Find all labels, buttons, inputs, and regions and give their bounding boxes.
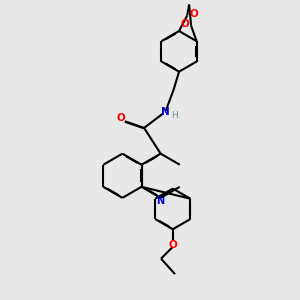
Text: H: H [171, 110, 178, 119]
Text: N: N [157, 196, 165, 206]
Text: O: O [189, 9, 198, 19]
Text: O: O [180, 19, 189, 29]
Text: O: O [116, 113, 125, 123]
Text: O: O [168, 240, 177, 250]
Text: N: N [161, 107, 170, 117]
